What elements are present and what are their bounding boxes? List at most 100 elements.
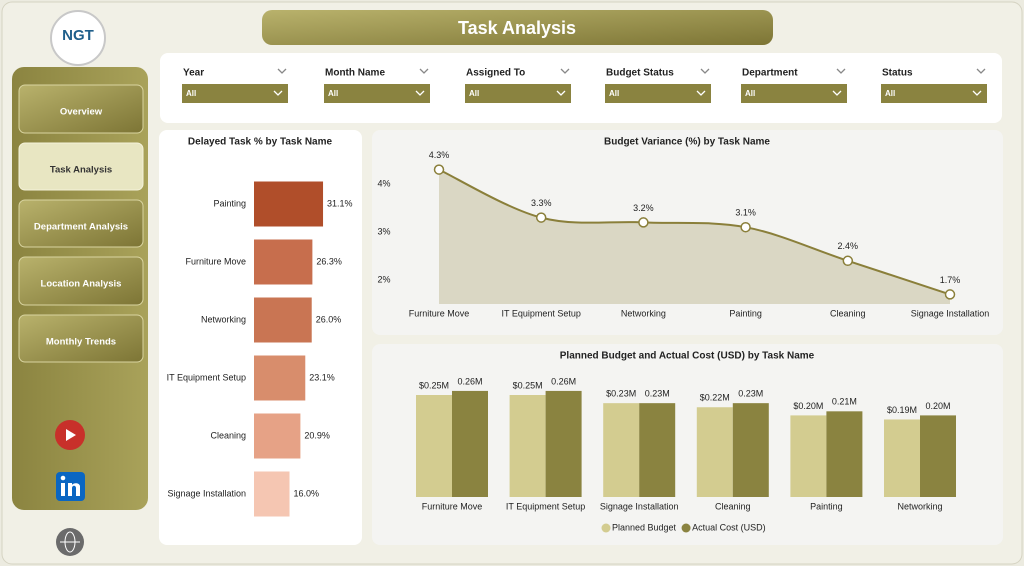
value-label: 16.0% <box>294 488 320 498</box>
filter-value: All <box>186 89 196 98</box>
y-tick-label: 2% <box>377 274 390 284</box>
point <box>433 164 445 175</box>
x-tick-label: Furniture Move <box>409 308 470 318</box>
value-label: $0.22M <box>700 393 730 403</box>
bar <box>732 403 769 497</box>
filter-panel <box>160 53 1002 123</box>
value-label: 31.1% <box>327 198 353 208</box>
nav-button[interactable] <box>18 84 144 134</box>
logo <box>50 10 106 66</box>
filter-label: Year <box>183 68 204 79</box>
chevron <box>700 68 710 74</box>
category-label: Networking <box>201 314 246 324</box>
x-tick-label: Networking <box>897 501 942 511</box>
bar <box>254 181 324 227</box>
bar <box>254 471 290 517</box>
chevron <box>972 90 982 96</box>
bar <box>254 413 301 459</box>
bar <box>884 419 920 497</box>
chevron <box>696 90 706 96</box>
line <box>438 168 951 296</box>
chart-title: Delayed Task % by Task Name <box>188 137 333 148</box>
legend-swatch <box>681 523 691 533</box>
value-label: $0.20M <box>793 401 823 411</box>
nav-button[interactable] <box>18 256 144 306</box>
y-tick-label: 4% <box>377 178 390 188</box>
x-tick-label: Signage Installation <box>911 308 990 318</box>
bar <box>790 415 827 497</box>
value-label: 0.20M <box>925 401 950 411</box>
filter-label: Budget Status <box>606 68 674 79</box>
filter-value: All <box>469 89 479 98</box>
value-label: 3.1% <box>735 208 756 218</box>
chevron <box>976 68 986 74</box>
chart-panel <box>372 130 1003 335</box>
value-label: 0.26M <box>551 376 576 386</box>
value-label: 0.26M <box>457 376 482 386</box>
value-label: 3.2% <box>633 203 654 213</box>
nav-label[interactable]: Task Analysis <box>50 165 112 176</box>
value-label: 2.4% <box>838 241 859 251</box>
bar <box>696 407 733 497</box>
value-label: $0.25M <box>419 380 449 390</box>
filter-dropdown[interactable] <box>881 84 987 103</box>
area <box>439 169 950 304</box>
bar <box>639 403 676 497</box>
filter-dropdown[interactable] <box>741 84 847 103</box>
nav-label[interactable]: Monthly Trends <box>46 337 116 348</box>
filter-dropdown[interactable] <box>324 84 430 103</box>
value-label: $0.25M <box>513 380 543 390</box>
chevron <box>556 90 566 96</box>
x-tick-label: IT Equipment Setup <box>502 308 581 318</box>
y-tick-label: 3% <box>377 226 390 236</box>
filter-value: All <box>885 89 895 98</box>
filter-dropdown[interactable] <box>465 84 571 103</box>
category-label: Signage Installation <box>167 488 246 498</box>
category-label: Furniture Move <box>185 256 246 266</box>
filter-dropdown[interactable] <box>605 84 711 103</box>
filter-label: Assigned To <box>466 68 525 79</box>
nav-label[interactable]: Overview <box>60 107 103 118</box>
value-label: $0.23M <box>606 389 636 399</box>
bar <box>545 390 582 497</box>
bar <box>254 355 306 401</box>
chevron <box>832 90 842 96</box>
x-tick-label: Cleaning <box>715 501 751 511</box>
x-tick-label: Painting <box>729 308 762 318</box>
linkedin-glyph <box>60 475 66 481</box>
legend-label: Actual Cost (USD) <box>692 522 766 532</box>
logo-text: NGT <box>62 27 94 44</box>
value-label: 0.23M <box>645 389 670 399</box>
nav-label[interactable]: Department Analysis <box>34 222 128 233</box>
nav-label[interactable]: Location Analysis <box>41 279 122 290</box>
page-title: Task Analysis <box>458 18 576 38</box>
filter-value: All <box>609 89 619 98</box>
title-banner <box>262 10 773 45</box>
nav-button[interactable] <box>18 199 144 248</box>
x-tick-label: Networking <box>621 308 666 318</box>
x-tick-label: Painting <box>810 501 843 511</box>
nav-button-active[interactable] <box>18 142 144 191</box>
category-label: Cleaning <box>210 430 246 440</box>
chevron <box>277 68 287 74</box>
value-label: 0.21M <box>832 397 857 407</box>
chevron <box>836 68 846 74</box>
nav-button[interactable] <box>18 314 144 363</box>
filter-dropdown[interactable] <box>182 84 288 103</box>
bar <box>920 415 956 497</box>
value-label: 4.3% <box>429 150 450 160</box>
value-label: 0.23M <box>738 389 763 399</box>
bar <box>254 239 313 285</box>
point <box>535 212 547 223</box>
bar <box>603 403 640 497</box>
filter-label: Month Name <box>325 68 385 79</box>
x-tick-label: Furniture Move <box>422 501 483 511</box>
category-label: Painting <box>213 198 246 208</box>
point <box>842 255 854 267</box>
filter-label: Status <box>882 68 913 79</box>
bar <box>509 395 546 497</box>
filter-value: All <box>328 89 338 98</box>
chevron <box>273 90 283 96</box>
legend-swatch <box>601 523 611 533</box>
value-label: 20.9% <box>304 430 330 440</box>
